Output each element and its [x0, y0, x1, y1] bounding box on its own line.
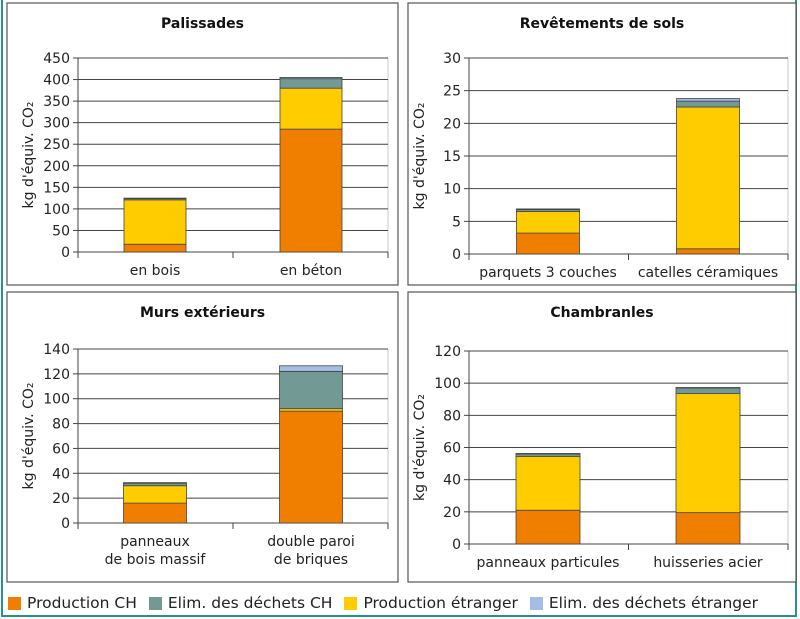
x-tick-label: double paroi: [267, 534, 355, 550]
bar-segment: [676, 106, 740, 250]
bar-segment: [123, 502, 187, 524]
bar-segment: [279, 128, 343, 253]
legend-item-production-etranger: Production étranger: [344, 594, 518, 612]
y-tick-label: 20: [52, 491, 70, 507]
legend-label: Elim. des déchets étranger: [548, 594, 759, 612]
chart-title: Chambranles: [550, 305, 653, 321]
y-tick-label: 400: [43, 73, 70, 89]
y-tick-label: 0: [61, 245, 70, 261]
y-tick-label: 40: [52, 466, 70, 482]
bar-segment: [123, 482, 187, 484]
x-tick-label: en béton: [280, 263, 342, 279]
legend-label: Production étranger: [363, 594, 518, 612]
x-tick-label: parquets 3 couches: [479, 265, 617, 281]
bar-segment: [279, 410, 343, 524]
x-tick-label: panneaux: [120, 534, 190, 550]
y-axis-label: kg d'équiv. CO₂: [412, 103, 428, 210]
chart-panel-4: Chambranles 0 20 40 60 80 100 120 kg d'équiv. CO…: [407, 291, 797, 583]
y-tick-label: 60: [443, 441, 461, 457]
bar-segment: [515, 455, 581, 511]
bar-segment: [279, 78, 343, 89]
y-tick-label: 10: [443, 182, 461, 198]
legend-swatch: [8, 596, 21, 610]
y-tick-label: 450: [43, 51, 70, 67]
bar-segment: [675, 387, 741, 395]
bar-segment: [279, 77, 343, 80]
bar-segment: [516, 232, 580, 255]
y-tick-label: 120: [434, 344, 461, 360]
legend-label: Production CH: [27, 594, 137, 612]
legend-swatch: [529, 596, 543, 610]
bar-segment: [675, 512, 741, 545]
y-tick-label: 20: [443, 505, 461, 521]
chart-panel-3: Murs extérieurs 0 20 40 60 80 100 120 140 kg d'éq…: [6, 291, 399, 583]
x-tick-label: de briques: [274, 552, 348, 568]
legend-swatch: [148, 596, 162, 610]
y-tick-label: 0: [452, 537, 461, 553]
y-tick-label: 140: [43, 342, 70, 358]
bar-segment: [515, 509, 581, 545]
y-tick-label: 80: [52, 417, 70, 433]
y-tick-label: 350: [43, 94, 70, 110]
legend-item-production-ch: Production CH: [8, 594, 137, 612]
y-tick-label: 30: [443, 51, 461, 67]
bar-segment: [123, 199, 187, 245]
bar-segment: [676, 98, 740, 102]
bar-segment: [123, 485, 187, 504]
bar-segment: [279, 87, 343, 130]
x-tick-label: panneaux particules: [477, 555, 620, 571]
y-tick-label: 250: [43, 137, 70, 153]
y-tick-label: 5: [452, 214, 461, 230]
y-tick-label: 120: [43, 367, 70, 383]
y-axis-label: kg d'équiv. CO₂: [21, 383, 37, 490]
y-tick-label: 0: [61, 516, 70, 532]
bar-segment: [675, 393, 741, 514]
y-axis-label: kg d'équiv. CO₂: [21, 102, 37, 209]
chart-panel-1: Palissades 0 50 100 150 200 250 300 350 400 450 kg …: [6, 2, 399, 286]
chart-panel-2: Revêtements de sols 0 5 10 15 20 25 30 kg d'équi…: [407, 2, 797, 286]
legend-item-elim-etranger: Elim. des déchets étranger: [529, 594, 759, 612]
x-tick-label: huisseries acier: [653, 555, 763, 571]
x-tick-label: catelles céramiques: [638, 265, 778, 281]
y-axis-label: kg d'équiv. CO₂: [412, 394, 428, 501]
chart-title: Murs extérieurs: [140, 305, 265, 321]
bar-segment: [123, 243, 187, 253]
bar-segment: [279, 370, 343, 410]
y-tick-label: 80: [443, 408, 461, 424]
chart-title: Revêtements de sols: [520, 16, 685, 32]
y-tick-label: 50: [52, 223, 70, 239]
bar-segment: [676, 248, 740, 255]
y-tick-label: 25: [443, 84, 461, 100]
y-tick-label: 0: [452, 247, 461, 263]
y-tick-label: 100: [434, 376, 461, 392]
y-tick-label: 15: [443, 149, 461, 165]
y-tick-label: 40: [443, 473, 461, 489]
y-tick-label: 150: [43, 180, 70, 196]
y-tick-label: 60: [52, 441, 70, 457]
x-tick-label: en bois: [130, 263, 181, 279]
y-tick-label: 100: [43, 202, 70, 218]
bar-segment: [676, 100, 740, 108]
legend: Production CH Elim. des déchets CH Produ…: [8, 594, 758, 612]
bar-segment: [279, 365, 343, 372]
y-tick-label: 200: [43, 159, 70, 175]
bar-segment: [516, 211, 580, 234]
y-tick-label: 20: [443, 116, 461, 132]
legend-label: Elim. des déchets CH: [167, 594, 333, 612]
legend-swatch: [344, 596, 358, 610]
x-tick-label: de bois massif: [105, 552, 207, 568]
y-tick-label: 300: [43, 116, 70, 132]
y-tick-label: 100: [43, 392, 70, 408]
chart-title: Palissades: [161, 16, 244, 32]
legend-item-elim-ch: Elim. des déchets CH: [148, 594, 333, 612]
bar-segment: [516, 208, 580, 210]
